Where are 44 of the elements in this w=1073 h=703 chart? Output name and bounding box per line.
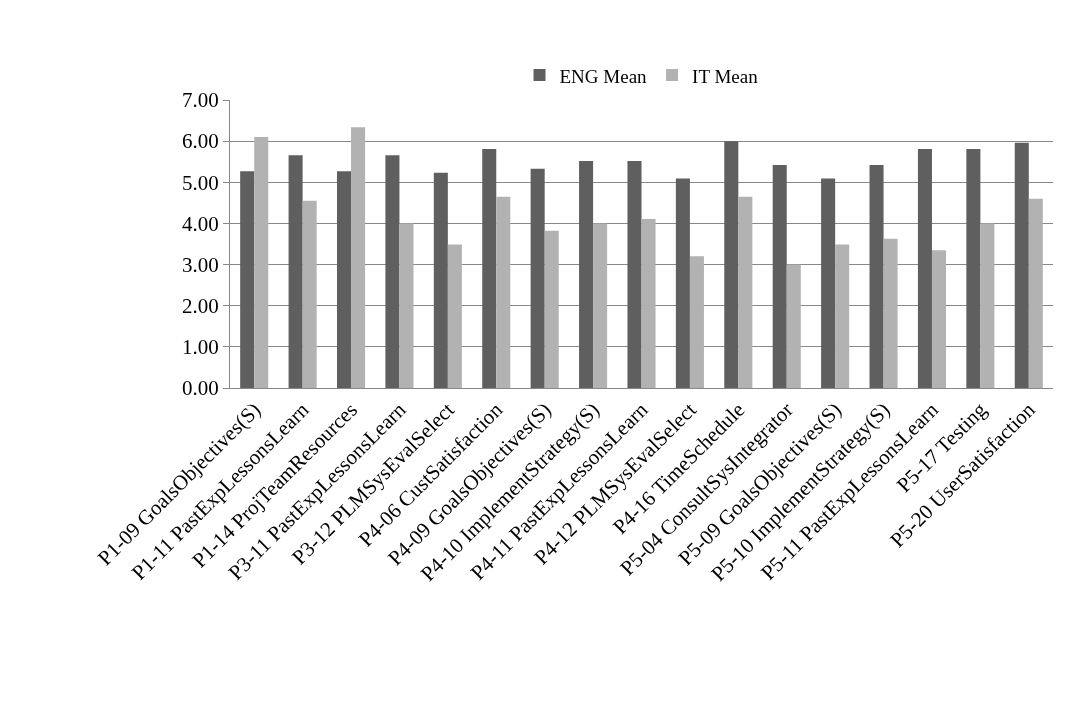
bar bbox=[772, 165, 787, 388]
bar bbox=[433, 172, 448, 388]
bar bbox=[496, 196, 511, 388]
bar bbox=[254, 137, 269, 388]
y-tick-label: 3.00 bbox=[182, 252, 219, 277]
bar bbox=[917, 148, 932, 388]
bar bbox=[544, 230, 559, 388]
bar bbox=[627, 160, 642, 388]
bar bbox=[966, 148, 981, 388]
bar bbox=[336, 171, 352, 388]
bar bbox=[1014, 142, 1029, 388]
bar bbox=[786, 264, 801, 388]
bar bbox=[724, 141, 739, 388]
bar bbox=[1028, 198, 1043, 388]
bar bbox=[593, 223, 608, 388]
bar bbox=[931, 250, 947, 388]
y-tick-label: 4.00 bbox=[182, 211, 219, 236]
bar bbox=[738, 196, 753, 388]
bar bbox=[399, 223, 414, 388]
bar bbox=[288, 155, 303, 388]
y-tick-label: 7.00 bbox=[182, 88, 219, 113]
bar bbox=[240, 171, 255, 388]
bar bbox=[675, 178, 690, 388]
bar bbox=[869, 165, 884, 388]
legend-label: ENG Mean bbox=[559, 65, 648, 87]
bar bbox=[482, 148, 497, 388]
legend-label: IT Mean bbox=[692, 65, 759, 87]
y-tick-label: 6.00 bbox=[182, 129, 219, 154]
bar bbox=[447, 244, 462, 388]
y-tick-label: 1.00 bbox=[182, 335, 219, 360]
bar bbox=[351, 127, 366, 388]
bar bbox=[579, 160, 594, 388]
bar bbox=[641, 218, 656, 388]
bar bbox=[980, 223, 995, 388]
bar bbox=[689, 256, 704, 388]
bar bbox=[821, 178, 836, 388]
bar bbox=[883, 238, 898, 388]
y-tick-label: 5.00 bbox=[182, 170, 219, 195]
bar bbox=[385, 155, 400, 388]
bar bbox=[530, 168, 545, 388]
y-tick-label: 0.00 bbox=[182, 376, 219, 401]
y-tick-label: 2.00 bbox=[182, 294, 219, 319]
bar bbox=[835, 244, 850, 388]
bar bbox=[302, 200, 317, 388]
